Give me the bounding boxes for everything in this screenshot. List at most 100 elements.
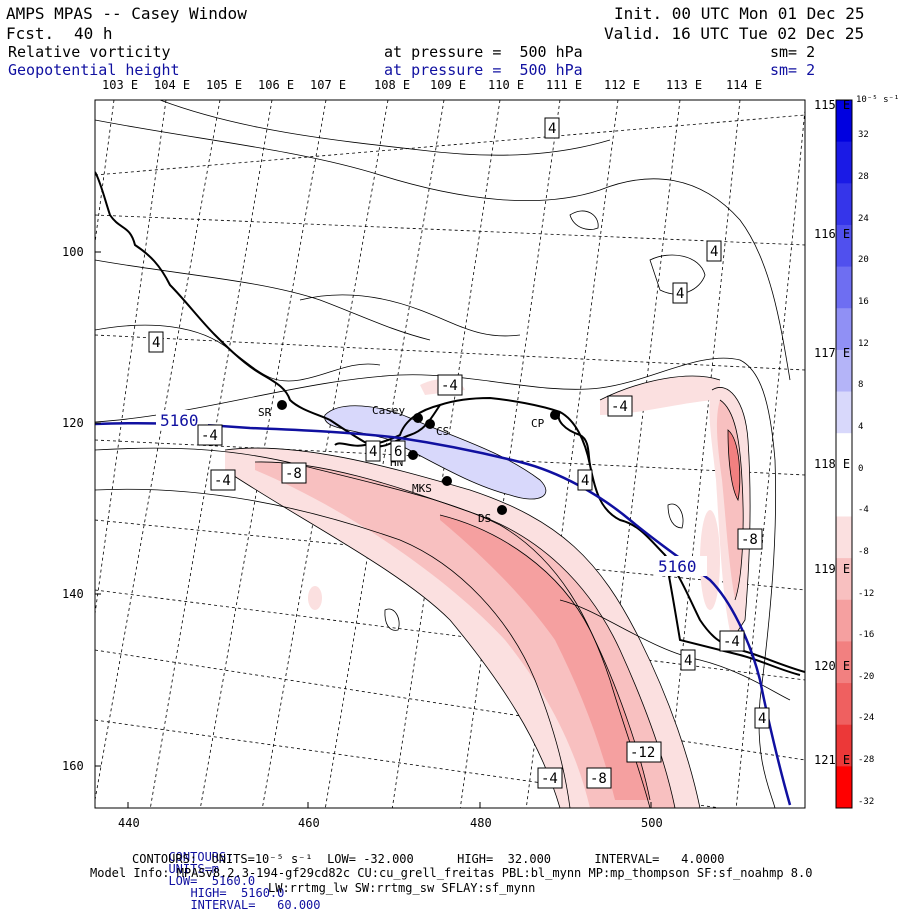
- footer-model-info-2: LW:rrtmg_lw SW:rrtmg_sw SFLAY:sf_mynn: [268, 881, 536, 895]
- colorbar-tick-label: 28: [858, 172, 869, 183]
- vorticity-positive-shading: [324, 405, 546, 500]
- vort-label: -4: [441, 378, 458, 394]
- colorbar-segment: [836, 683, 852, 726]
- field2-name: Geopotential height: [8, 61, 180, 79]
- forecast-label: Fcst.: [6, 24, 55, 43]
- plot-frame: [94, 99, 806, 809]
- lon-label: 107 E: [310, 78, 347, 92]
- footer-low: LOW= 5160.0: [168, 874, 256, 888]
- vort-label: -4: [214, 473, 231, 489]
- vort-label: 6: [394, 444, 402, 460]
- colorbar-tick-label: 20: [858, 255, 869, 266]
- height-contour-labels: 5160 5160: [156, 410, 707, 576]
- lon-label: 108 E: [374, 78, 411, 92]
- height-label: 5160: [160, 411, 199, 430]
- colorbar-segment: [836, 724, 852, 767]
- lon-label: 105 E: [206, 78, 243, 92]
- lon-label: 114 E: [726, 78, 763, 92]
- label-bg: [156, 410, 208, 430]
- field1-smoothing: sm= 2: [770, 43, 816, 61]
- station-dot-cs: [425, 419, 435, 429]
- lon-label: 104 E: [154, 78, 191, 92]
- vort-label: -12: [630, 745, 655, 761]
- vort-label: 4: [684, 653, 692, 669]
- x-axis-label: 500: [641, 816, 663, 830]
- station-dot-sr: [277, 400, 287, 410]
- station-dot-hn: [408, 450, 418, 460]
- right-lon-label: 121 E: [814, 753, 851, 767]
- colorbar-unit: 10⁻⁵ s⁻¹: [856, 95, 900, 105]
- vorticity-contours: [95, 100, 791, 808]
- y-axis-label: 140: [62, 587, 84, 601]
- field1-name: Relative vorticity: [8, 43, 171, 61]
- x-axis-label: 460: [298, 816, 320, 830]
- vort-label: -4: [611, 399, 628, 415]
- lon-label: 106 E: [258, 78, 295, 92]
- station-dot-mks: [442, 476, 452, 486]
- vort-label: 4: [152, 335, 160, 351]
- station-dot-casey: [413, 413, 423, 423]
- colorbar-segment: [836, 433, 852, 476]
- station-label: CS: [436, 425, 449, 438]
- colorbar-tick-label: 24: [858, 213, 869, 224]
- geopotential-5160-contour: [95, 421, 792, 806]
- colorbar-segment: [836, 308, 852, 351]
- colorbar-tick-label: -20: [858, 671, 875, 682]
- station-label: SR: [258, 406, 272, 419]
- station-dot-cp: [550, 410, 560, 420]
- right-lon-label: 119 E: [814, 562, 851, 576]
- colorbar-segment: [836, 224, 852, 268]
- colorbar-tick-label: -8: [858, 546, 869, 557]
- lon-label: 103 E: [102, 78, 139, 92]
- lon-label: 110 E: [488, 78, 525, 92]
- right-lon-label: 120 E: [814, 659, 851, 673]
- vort-label: -8: [285, 466, 302, 482]
- lon-label: 111 E: [546, 78, 583, 92]
- footer-prefix: CONTOURS:: [168, 850, 234, 864]
- right-lon-label: 116 E: [814, 227, 851, 241]
- plot-area: [95, 100, 805, 808]
- station-dot-ds: [497, 505, 507, 515]
- colorbar-tick-label: 32: [858, 130, 869, 141]
- colorbar-segment: [836, 391, 852, 434]
- station-label: DS: [478, 512, 491, 525]
- colorbar-segment: [836, 558, 852, 601]
- footer-units: UNITS=m: [168, 862, 220, 876]
- lon-label: 113 E: [666, 78, 703, 92]
- station-label: MKS: [412, 482, 432, 495]
- field2-level: at pressure = 500 hPa: [384, 61, 583, 79]
- vort-label: -8: [590, 771, 607, 787]
- height-label: 5160: [658, 557, 697, 576]
- y-axis-label: 120: [62, 416, 84, 430]
- colorbar-segment: [836, 641, 852, 684]
- forecast-hour: 40 h: [74, 24, 113, 43]
- colorbar-tick-label: -12: [858, 588, 875, 599]
- vort-label: 4: [369, 444, 377, 460]
- lon-label: 112 E: [604, 78, 641, 92]
- station-label: Casey: [372, 404, 405, 417]
- station-labels: SR Casey CS HN MKS DS CP: [258, 404, 545, 525]
- valid-time: Valid. 16 UTC Tue 02 Dec 25: [604, 24, 865, 43]
- colorbar-tick-label: 8: [858, 380, 864, 391]
- colorbar-segment: [836, 516, 852, 559]
- init-time: Init. 00 UTC Mon 01 Dec 25: [614, 4, 865, 23]
- right-lon-label: 118 E: [814, 457, 851, 471]
- field2-smoothing: sm= 2: [770, 61, 816, 79]
- footer-model-info: Model Info: MPASv8.2.3-194-gf29cd82c CU:…: [90, 866, 813, 880]
- chart-title: AMPS MPAS -- Casey Window: [6, 4, 247, 23]
- vort-label: 4: [676, 286, 684, 302]
- footer-interval: INTERVAL= 60.000: [190, 898, 321, 912]
- vorticity-contour-labels: 4 4 4 4 -4 -4 -4 -4 4 6 4 -8 -8 -4 4 4 -…: [148, 117, 770, 789]
- colorbar-segment: [836, 266, 852, 309]
- colorbar-tick-label: 4: [858, 421, 864, 432]
- colorbar-segment: [836, 349, 852, 393]
- colorbar-segment: [836, 183, 852, 226]
- label-bg: [655, 556, 707, 576]
- vort-label: -4: [201, 428, 218, 444]
- colorbar-segment: [836, 766, 852, 809]
- vort-label: -4: [723, 634, 740, 650]
- field1-level: at pressure = 500 hPa: [384, 43, 583, 61]
- y-axis-label: 160: [62, 759, 84, 773]
- colorbar: [835, 99, 853, 809]
- left-axis-ticks: [95, 251, 652, 808]
